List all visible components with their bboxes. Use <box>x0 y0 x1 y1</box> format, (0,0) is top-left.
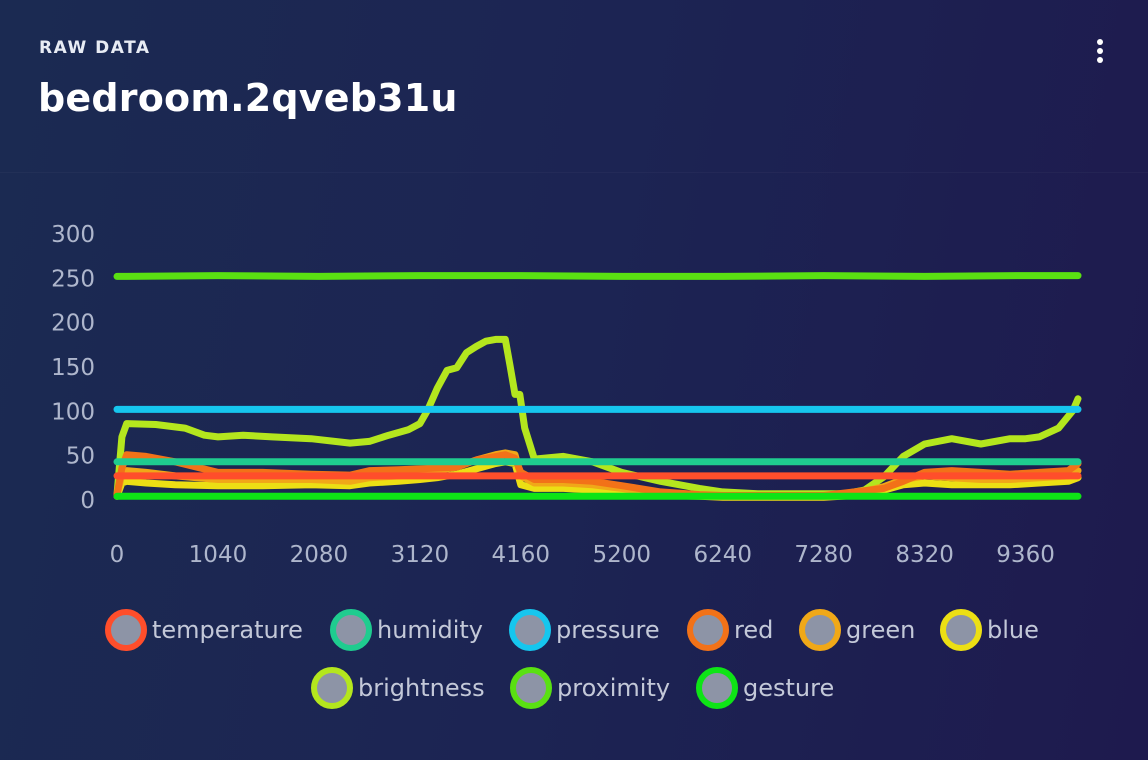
x-tick-label: 7280 <box>794 542 853 568</box>
series-line-blue <box>113 458 1082 501</box>
y-tick-label: 150 <box>51 355 95 381</box>
legend-item-blue[interactable]: blue <box>940 609 1039 651</box>
x-tick-label: 5200 <box>592 542 651 568</box>
series-line-proximity <box>113 272 1082 280</box>
legend-item-green[interactable]: green <box>799 609 915 651</box>
legend-item-pressure[interactable]: pressure <box>509 609 660 651</box>
legend-item-temperature[interactable]: temperature <box>105 609 303 651</box>
plot-area <box>113 272 1082 501</box>
x-tick-label: 6240 <box>693 542 752 568</box>
legend-item-red[interactable]: red <box>687 609 773 651</box>
y-tick-label: 200 <box>51 311 95 337</box>
legend-swatch <box>510 667 552 709</box>
x-tick-label: 3120 <box>391 542 450 568</box>
legend-item-gesture[interactable]: gesture <box>696 667 834 709</box>
series-line-brightness <box>113 335 1082 499</box>
legend-label: pressure <box>556 616 660 644</box>
device-title: bedroom.2qveb31u <box>38 76 458 120</box>
y-tick-label: 250 <box>51 266 95 292</box>
legend-item-humidity[interactable]: humidity <box>330 609 483 651</box>
x-tick-label: 0 <box>110 542 125 568</box>
legend: temperature humidity pressure red green blue b… <box>105 609 1039 709</box>
legend-label: gesture <box>743 674 834 702</box>
legend-swatch <box>330 609 372 651</box>
more-options-button[interactable] <box>1086 34 1114 68</box>
legend-label: blue <box>987 616 1039 644</box>
y-tick-label: 0 <box>80 488 95 514</box>
legend-swatch <box>311 667 353 709</box>
legend-label: humidity <box>377 616 483 644</box>
legend-swatch <box>696 667 738 709</box>
y-tick-label: 50 <box>66 444 95 470</box>
legend-swatch <box>105 609 147 651</box>
x-tick-label: 2080 <box>290 542 349 568</box>
x-axis: 0 1040 2080 3120 4160 5200 6240 7280 8320 9360 <box>110 542 1055 568</box>
y-axis: 0 50 100 150 200 250 300 <box>51 222 95 514</box>
legend-label: brightness <box>358 674 485 702</box>
y-tick-label: 100 <box>51 399 95 425</box>
legend-swatch <box>509 609 551 651</box>
legend-label: proximity <box>557 674 670 702</box>
card-label: RAW DATA <box>39 38 151 58</box>
legend-label: red <box>734 616 773 644</box>
legend-swatch <box>687 609 729 651</box>
legend-label: temperature <box>152 616 303 644</box>
x-tick-label: 9360 <box>996 542 1055 568</box>
x-tick-label: 8320 <box>895 542 954 568</box>
legend-swatch <box>940 609 982 651</box>
y-tick-label: 300 <box>51 222 95 248</box>
x-tick-label: 4160 <box>492 542 551 568</box>
legend-item-brightness[interactable]: brightness <box>311 667 485 709</box>
legend-label: green <box>846 616 915 644</box>
legend-swatch <box>799 609 841 651</box>
legend-item-proximity[interactable]: proximity <box>510 667 670 709</box>
x-tick-label: 1040 <box>189 542 248 568</box>
